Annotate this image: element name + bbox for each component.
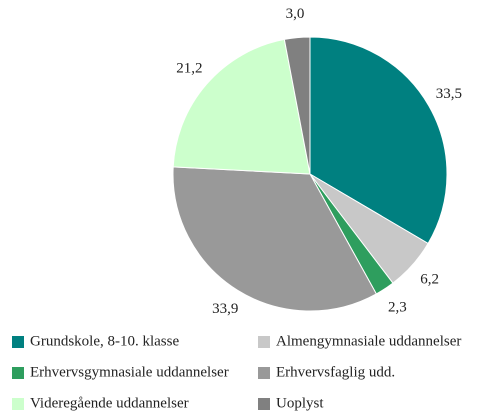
- legend-label: Videregående uddannelser: [30, 395, 189, 411]
- legend-swatch: [12, 398, 24, 410]
- legend-swatch: [258, 336, 270, 348]
- data-label: 33,5: [436, 86, 462, 102]
- pie-slice: [172, 38, 311, 175]
- data-label: 2,3: [388, 299, 407, 315]
- data-label: 33,9: [212, 301, 238, 317]
- legend-swatch: [12, 336, 24, 348]
- data-label: 6,2: [420, 272, 439, 288]
- legend-label: Grundskole, 8-10. klasse: [30, 333, 179, 349]
- legend-swatch: [258, 367, 270, 379]
- pie-slice: [172, 166, 377, 312]
- legend-label: Erhvervsgymnasiale uddannelser: [30, 364, 229, 380]
- legend-label: Erhvervsfaglig udd.: [276, 364, 395, 380]
- pie-slice: [283, 36, 311, 175]
- legend-label: Almengymnasiale uddannelser: [276, 333, 461, 349]
- pie-slice: [309, 36, 448, 245]
- data-label: 21,2: [176, 60, 202, 76]
- legend-label: Uoplyst: [276, 395, 324, 411]
- legend-swatch: [258, 398, 270, 410]
- legend-swatch: [12, 367, 24, 379]
- data-label: 3,0: [286, 6, 305, 22]
